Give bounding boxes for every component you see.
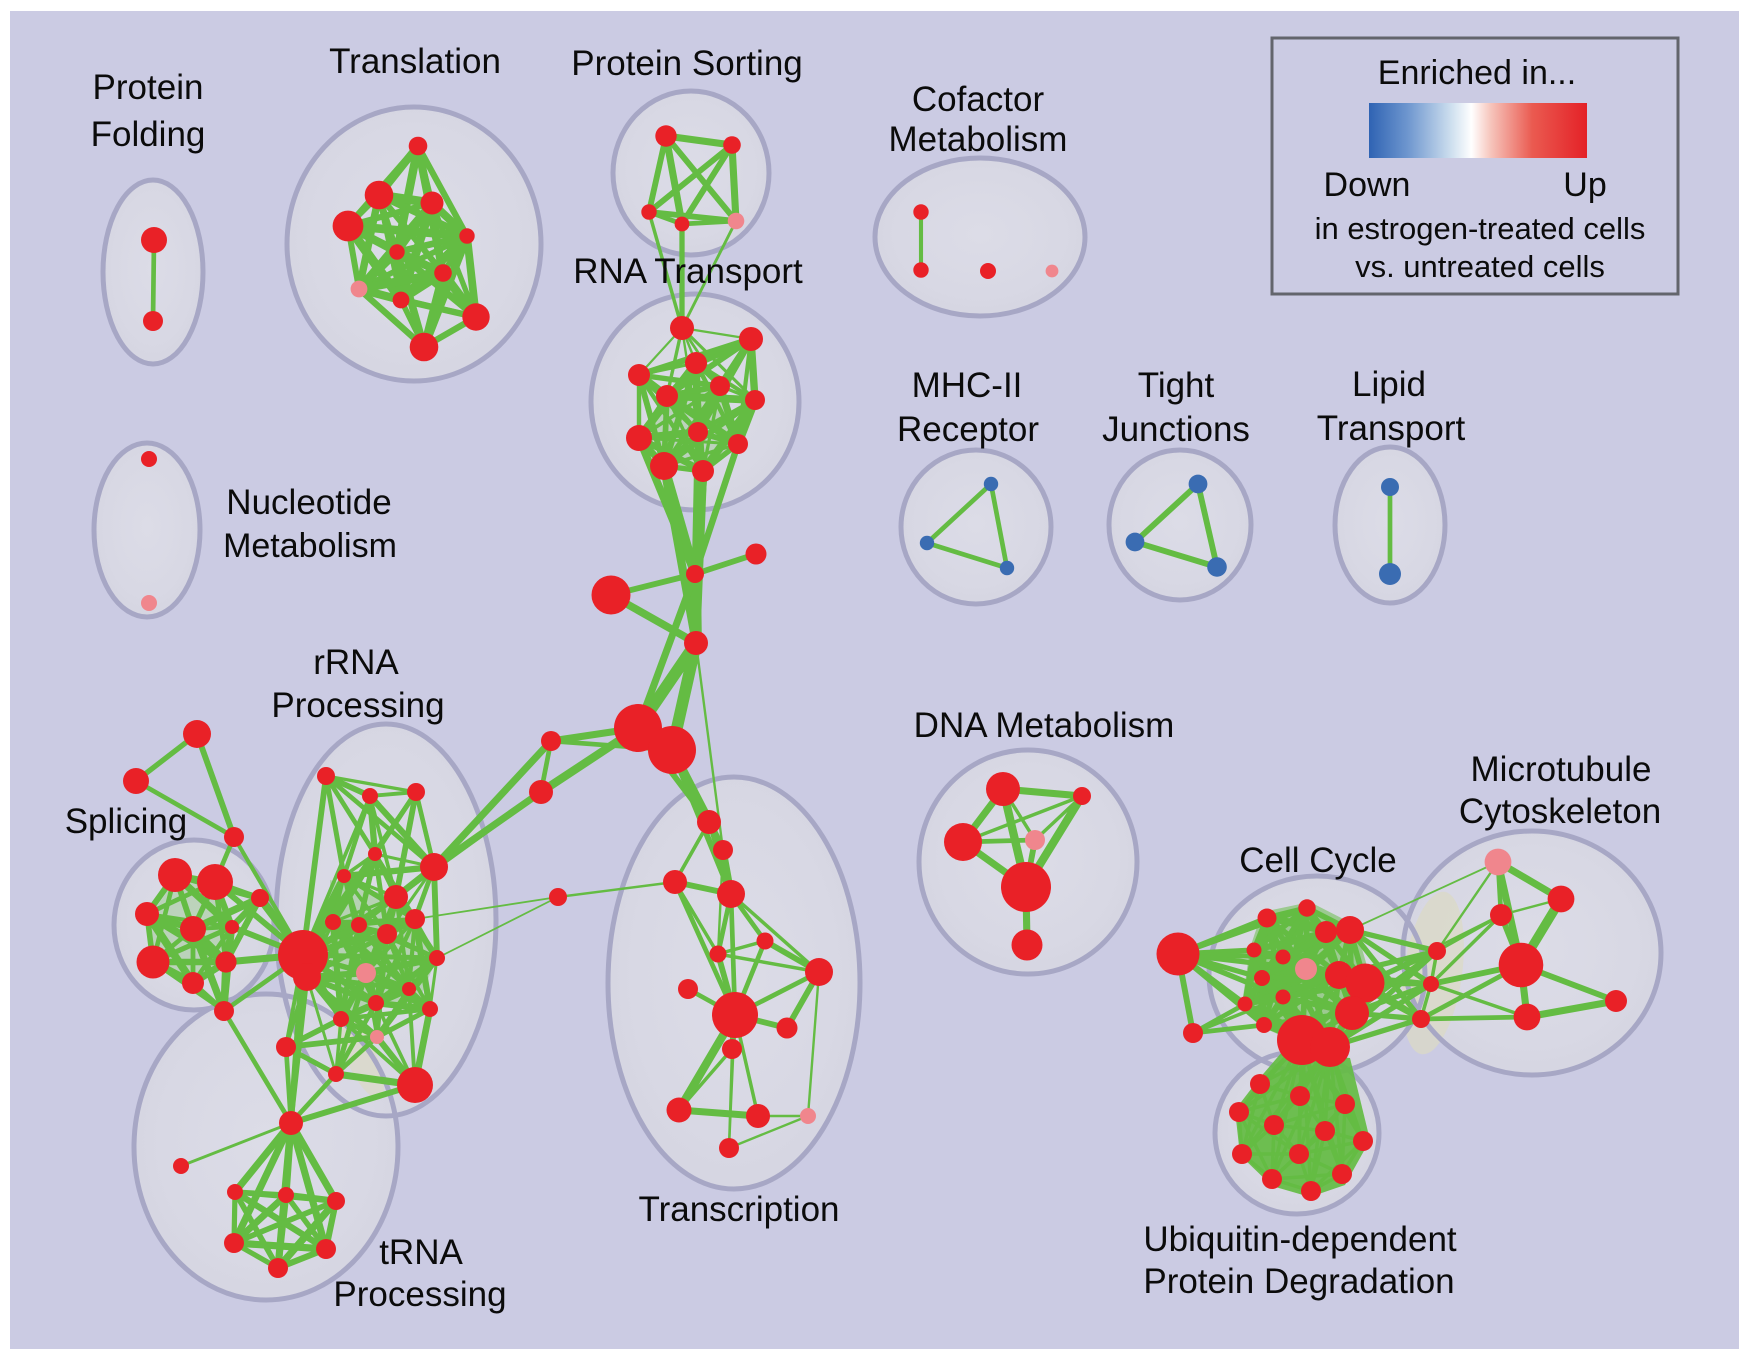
svg-text:Transcription: Transcription [639,1190,840,1229]
svg-text:Up: Up [1563,166,1606,204]
svg-text:Protein Sorting: Protein Sorting [571,44,803,83]
svg-text:Metabolism: Metabolism [889,120,1068,159]
svg-text:Transport: Transport [1317,409,1466,448]
svg-text:Cell Cycle: Cell Cycle [1239,841,1397,880]
svg-text:Ubiquitin-dependent: Ubiquitin-dependent [1143,1220,1457,1259]
svg-text:MHC-II: MHC-II [912,366,1023,405]
svg-text:Processing: Processing [271,686,444,725]
svg-text:Protein Degradation: Protein Degradation [1143,1262,1454,1301]
svg-text:DNA Metabolism: DNA Metabolism [914,706,1175,745]
svg-text:Enriched in...: Enriched in... [1378,54,1576,92]
svg-text:Folding: Folding [91,115,206,154]
svg-text:Microtubule: Microtubule [1471,750,1652,789]
svg-text:Tight: Tight [1138,366,1215,405]
svg-text:Down: Down [1324,166,1411,204]
svg-text:Cytoskeleton: Cytoskeleton [1459,792,1661,831]
svg-text:RNA Transport: RNA Transport [573,252,803,291]
svg-text:Processing: Processing [333,1275,506,1314]
svg-text:Cofactor: Cofactor [912,80,1045,119]
svg-text:vs. untreated cells: vs. untreated cells [1355,249,1605,284]
svg-text:Receptor: Receptor [897,410,1039,449]
svg-text:Junctions: Junctions [1102,410,1250,449]
svg-text:Splicing: Splicing [65,802,188,841]
svg-text:tRNA: tRNA [379,1233,463,1272]
svg-text:Metabolism: Metabolism [223,527,397,565]
svg-text:Protein: Protein [93,68,204,107]
svg-text:Lipid: Lipid [1352,365,1426,404]
svg-text:Translation: Translation [329,42,501,81]
svg-text:rRNA: rRNA [313,643,399,682]
svg-text:in estrogen-treated cells: in estrogen-treated cells [1315,211,1646,246]
svg-text:Nucleotide: Nucleotide [226,483,391,522]
